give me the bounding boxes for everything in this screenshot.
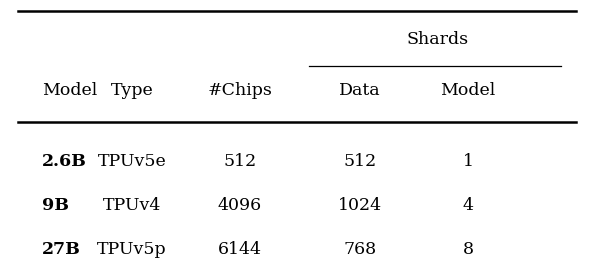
Text: TPUv5p: TPUv5p — [97, 241, 167, 258]
Text: 6144: 6144 — [218, 241, 262, 258]
Text: 27B: 27B — [42, 241, 81, 258]
Text: 1024: 1024 — [338, 197, 382, 214]
Text: 512: 512 — [343, 153, 377, 170]
Text: Type: Type — [110, 82, 154, 99]
Text: 8: 8 — [463, 241, 473, 258]
Text: 2.6B: 2.6B — [42, 153, 87, 170]
Text: 512: 512 — [223, 153, 257, 170]
Text: 9B: 9B — [42, 197, 69, 214]
Text: Model: Model — [42, 82, 97, 99]
Text: Data: Data — [339, 82, 381, 99]
Text: TPUv5e: TPUv5e — [98, 153, 166, 170]
Text: #Chips: #Chips — [208, 82, 272, 99]
Text: Model: Model — [440, 82, 496, 99]
Text: 4096: 4096 — [218, 197, 262, 214]
Text: Shards: Shards — [407, 31, 469, 48]
Text: 4: 4 — [463, 197, 473, 214]
Text: 768: 768 — [343, 241, 377, 258]
Text: TPUv4: TPUv4 — [103, 197, 161, 214]
Text: 1: 1 — [463, 153, 473, 170]
